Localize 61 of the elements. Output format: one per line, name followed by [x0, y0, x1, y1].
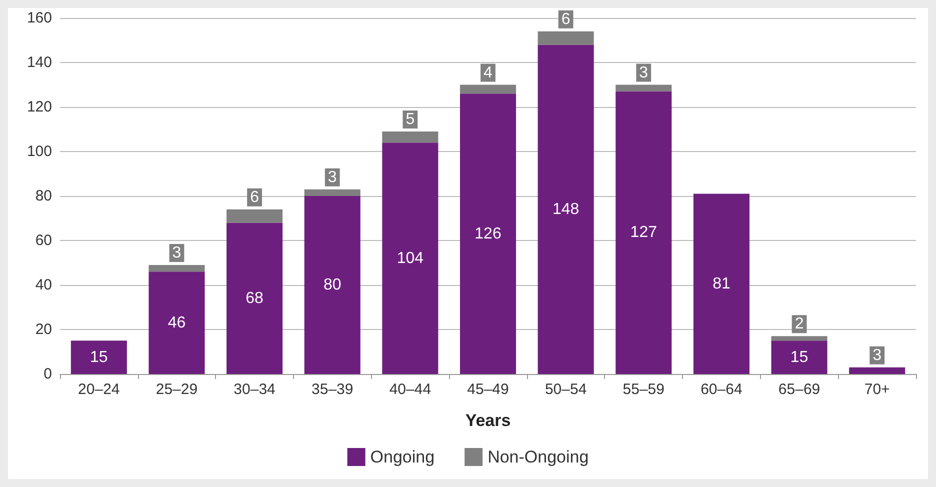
data-label: 126 — [474, 225, 502, 242]
data-label: 46 — [168, 314, 186, 332]
bar — [382, 142, 438, 374]
x-tick-label: 50–54 — [544, 381, 587, 398]
bar — [70, 340, 127, 374]
x-tick-label: 45–49 — [467, 381, 509, 398]
bar — [538, 31, 594, 45]
x-tick-label: 60–64 — [700, 381, 742, 398]
bar — [693, 194, 750, 374]
y-tick-label: 160 — [26, 10, 52, 26]
y-tick-label: 20 — [35, 321, 52, 338]
data-label: 15 — [90, 348, 108, 366]
x-tick-label: 25–29 — [156, 381, 198, 398]
bar — [616, 84, 672, 92]
x-tick-label: 55–59 — [622, 381, 664, 398]
data-label: 68 — [246, 290, 264, 307]
data-label: 6 — [250, 188, 260, 206]
bar — [226, 222, 283, 374]
bar — [304, 189, 360, 196]
data-label: 104 — [396, 250, 424, 267]
y-tick-label: 40 — [35, 276, 52, 294]
data-label: 80 — [323, 276, 342, 294]
bar — [148, 272, 205, 374]
bar — [771, 340, 828, 374]
bar — [148, 264, 205, 272]
data-label: 3 — [639, 64, 648, 82]
x-tick-label: 20–24 — [78, 381, 120, 398]
data-label: 4 — [484, 64, 493, 82]
y-tick-label: 80 — [35, 188, 52, 204]
bar — [304, 196, 360, 374]
data-label: 5 — [406, 110, 415, 128]
bar — [771, 336, 828, 341]
data-label: 3 — [172, 244, 182, 262]
data-label: 3 — [328, 168, 337, 186]
bar — [616, 91, 672, 374]
x-tick-label: 35–39 — [312, 381, 354, 398]
bar — [538, 44, 594, 374]
data-label: 6 — [561, 10, 570, 28]
data-label: 148 — [552, 200, 580, 218]
x-tick-label: 70+ — [864, 381, 890, 398]
x-tick-label: 30–34 — [234, 381, 276, 398]
y-tick-label: 0 — [44, 366, 52, 382]
y-tick-label: 100 — [26, 143, 52, 160]
data-label: 3 — [872, 346, 882, 364]
data-label: 127 — [630, 224, 658, 242]
data-label: 15 — [790, 348, 808, 366]
legend-label: Ongoing — [370, 448, 435, 466]
bar — [226, 209, 283, 223]
x-tick-label: 65–69 — [778, 381, 820, 398]
x-axis-title: Years — [465, 411, 511, 430]
y-tick-label: 120 — [26, 98, 52, 116]
y-tick-label: 60 — [35, 232, 52, 249]
data-label: 2 — [794, 316, 804, 333]
bar — [849, 367, 906, 374]
y-tick-label: 140 — [26, 54, 52, 71]
data-label: 81 — [712, 275, 730, 292]
bar — [460, 84, 516, 94]
x-tick-label: 40–44 — [389, 381, 432, 398]
bar — [382, 131, 438, 143]
bar — [460, 94, 516, 374]
legend-label: Non-Ongoing — [488, 448, 589, 466]
